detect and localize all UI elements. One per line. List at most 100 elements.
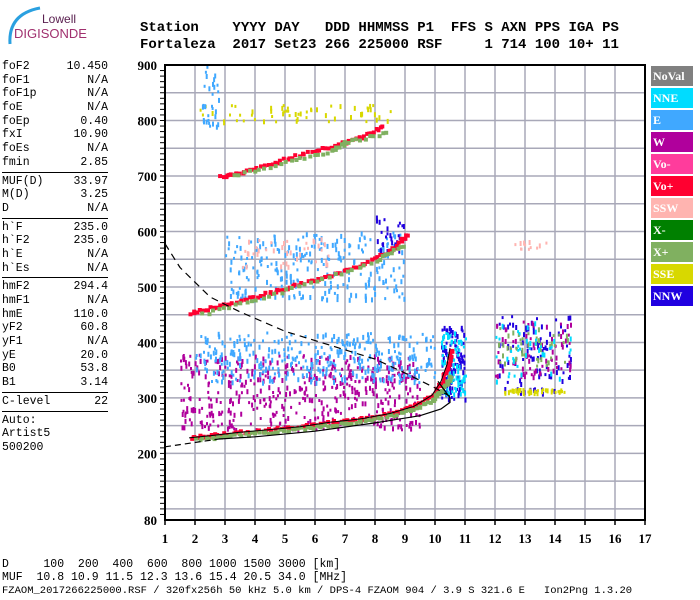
trace-point <box>384 130 389 135</box>
echo-point <box>341 341 344 347</box>
echo-point <box>207 118 210 122</box>
echo-point <box>347 333 350 337</box>
echo-point <box>463 366 466 370</box>
echo-point <box>499 327 502 331</box>
echo-point <box>452 371 455 377</box>
trace-point <box>413 402 417 407</box>
echo-point <box>458 390 461 396</box>
echo-point <box>371 372 374 378</box>
echo-point <box>274 348 277 354</box>
digisonde-logo: Lowell DIGISONDE <box>4 4 87 46</box>
trace-point <box>389 413 394 418</box>
echo-point <box>348 384 351 388</box>
echo-point <box>465 374 467 378</box>
echo-point <box>537 344 540 350</box>
echo-point <box>343 238 346 243</box>
echo-point <box>280 284 283 288</box>
echo-point <box>305 251 308 255</box>
echo-point <box>555 370 558 376</box>
echo-point <box>322 334 325 340</box>
echo-point <box>289 275 292 281</box>
echo-point <box>302 354 305 358</box>
echo-point <box>351 385 354 391</box>
echo-point <box>456 351 459 357</box>
echo-point <box>451 330 454 334</box>
echo-point <box>306 365 309 371</box>
echo-point <box>238 270 241 276</box>
trace-point <box>289 286 294 290</box>
echo-point <box>547 366 550 372</box>
echo-point <box>187 383 189 387</box>
echo-point <box>318 360 321 366</box>
echo-point <box>385 375 388 379</box>
param-value: 60.8 <box>80 321 108 335</box>
echo-point <box>322 366 325 370</box>
echo-point <box>514 360 517 366</box>
echo-point <box>222 374 225 380</box>
echo-point <box>449 333 452 337</box>
trace-point <box>358 138 362 143</box>
echo-point <box>442 356 445 359</box>
echo-point <box>278 372 280 378</box>
trace-point <box>448 351 453 356</box>
echo-point <box>218 97 220 103</box>
echo-point <box>336 284 339 290</box>
echo-point <box>299 111 302 117</box>
echo-point <box>536 317 538 321</box>
trace-point <box>345 269 350 274</box>
trace-point <box>446 367 451 372</box>
echo-point <box>353 344 356 350</box>
echo-point <box>331 385 334 389</box>
echo-point <box>298 290 301 294</box>
echo-point <box>307 259 310 263</box>
y-tick-label: 900 <box>138 58 158 73</box>
echo-point <box>251 109 254 115</box>
echo-point <box>245 276 248 280</box>
echo-point <box>541 349 544 353</box>
param-row: hmF2 294.4 <box>2 280 108 294</box>
echo-point <box>322 296 324 300</box>
echo-point <box>282 406 285 412</box>
echo-point <box>552 334 555 338</box>
echo-point <box>502 324 505 330</box>
param-name: foEs <box>2 142 30 156</box>
trace-point <box>346 422 351 426</box>
echo-point <box>313 373 316 379</box>
echo-point <box>235 119 238 123</box>
echo-point <box>327 254 330 258</box>
echo-point <box>402 224 405 229</box>
echo-point <box>306 394 309 398</box>
echo-point <box>237 290 240 296</box>
echo-point <box>365 340 368 344</box>
trace-point <box>215 434 220 439</box>
echo-point <box>186 406 189 412</box>
echo-point <box>332 361 335 365</box>
profile-curve <box>218 380 451 440</box>
echo-point <box>198 398 201 401</box>
echo-point <box>369 341 372 345</box>
echo-point <box>286 363 289 369</box>
echo-point <box>367 358 369 362</box>
echo-point <box>335 247 338 253</box>
param-row: fxI 10.90 <box>2 128 108 142</box>
echo-point <box>546 347 549 351</box>
echo-point <box>242 119 245 123</box>
echo-point <box>254 354 257 360</box>
echo-point <box>409 421 412 425</box>
echo-point <box>528 346 531 350</box>
echo-point <box>515 347 518 351</box>
echo-point <box>304 397 307 403</box>
echo-point <box>214 347 216 351</box>
echo-point <box>368 282 370 288</box>
echo-point <box>276 248 279 251</box>
echo-point <box>510 349 513 353</box>
echo-point <box>271 349 274 355</box>
trace-point <box>268 166 273 171</box>
echo-point <box>303 247 306 251</box>
echo-point <box>387 337 390 340</box>
echo-point <box>541 389 544 395</box>
legend-item-sse: SSE <box>651 264 693 284</box>
echo-point <box>345 347 348 351</box>
echo-point <box>355 373 358 379</box>
trace-point <box>383 252 388 257</box>
